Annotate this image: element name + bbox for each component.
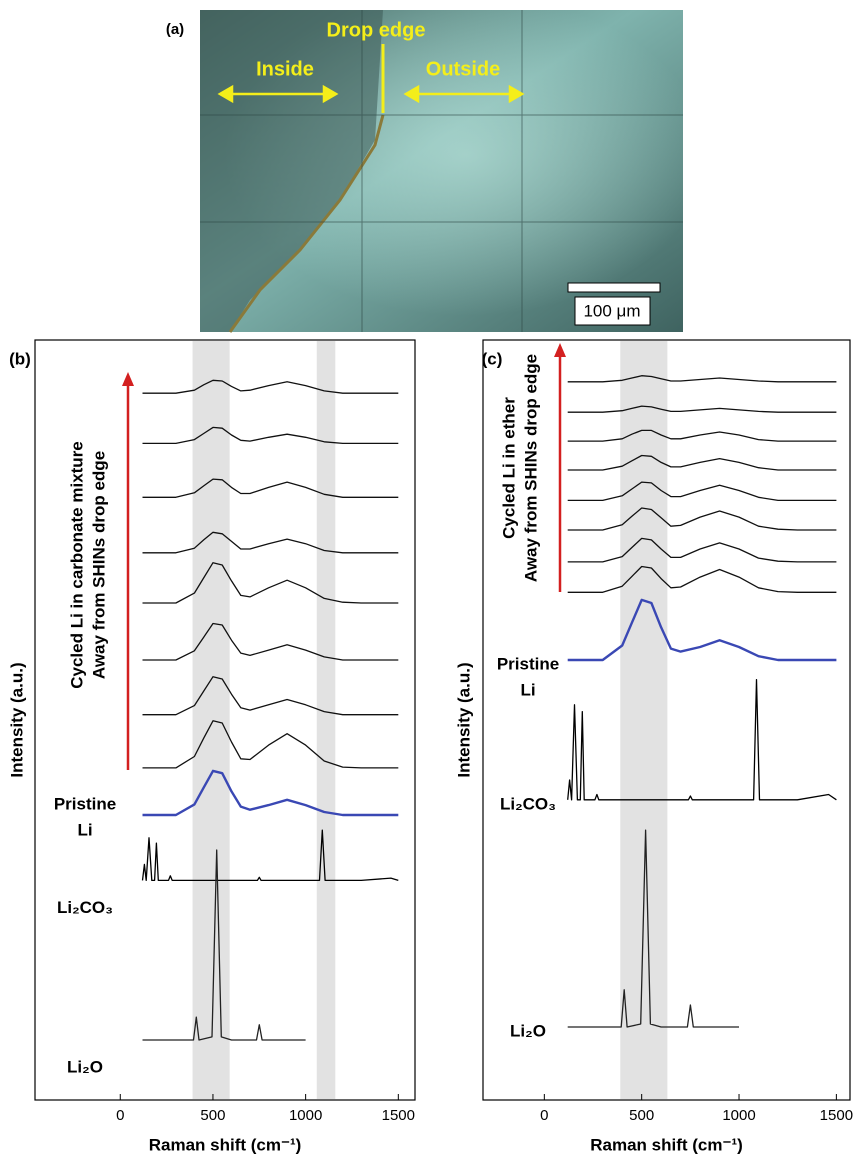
spectrum [141, 829, 399, 882]
spectrum [142, 478, 399, 498]
annotation-arrowhead [554, 343, 566, 357]
spectrum [142, 720, 399, 769]
spectrum [567, 537, 837, 563]
spectrum [567, 565, 837, 593]
spectrum [567, 679, 837, 801]
x-tick-label: 1500 [820, 1107, 853, 1124]
panel-label: (a) [166, 21, 184, 38]
series-label: Pristine [497, 654, 559, 673]
annotation: Away from SHINs drop edge [89, 451, 108, 679]
spectrum [567, 829, 739, 1028]
spectrum [142, 622, 399, 661]
y-axis-label: Intensity (a.u.) [7, 662, 26, 777]
series-label: Li [77, 820, 92, 839]
spectrum [567, 481, 837, 502]
x-tick-label: 1000 [289, 1107, 322, 1124]
highlight-band [316, 341, 336, 1099]
y-axis-label: Intensity (a.u.) [454, 662, 473, 777]
spectrum [567, 375, 837, 383]
series-label: Li₂O [510, 1022, 546, 1041]
scale-box [574, 296, 651, 326]
plot-frame [34, 339, 416, 1101]
plot-frame [482, 339, 851, 1101]
scale-bar [567, 282, 661, 293]
highlight-band [192, 341, 230, 1099]
annotation: Cycled Li in carbonate mixture [67, 441, 86, 689]
x-tick-label: 1000 [722, 1107, 755, 1124]
x-axis-label: Raman shift (cm⁻¹) [149, 1135, 302, 1154]
spectrum [142, 426, 399, 445]
x-tick-label: 500 [629, 1107, 654, 1124]
spectrum [567, 507, 837, 531]
highlight-band [620, 341, 668, 1099]
x-tick-label: 0 [116, 1107, 124, 1124]
series-label: Li₂CO₃ [57, 898, 113, 917]
spectrum [142, 562, 399, 604]
drop-edge-label: Drop edge [327, 19, 426, 41]
series-label: Li₂O [67, 1057, 103, 1076]
arrows [217, 84, 525, 104]
micrograph: Drop edge Inside Outside 100 μm [200, 10, 683, 333]
x-tick-label: 0 [540, 1107, 548, 1124]
series-label: Li [520, 680, 535, 699]
panel-label: (b) [9, 349, 31, 368]
x-tick-label: 500 [200, 1107, 225, 1124]
spectrum [142, 849, 306, 1041]
outside-label: Outside [426, 58, 500, 80]
spectrum [142, 769, 399, 817]
annotation-arrowhead [122, 372, 134, 386]
inside-label: Inside [256, 58, 314, 80]
annotation: Cycled Li in ether [499, 397, 518, 539]
inside-region [200, 10, 383, 332]
spectrum [567, 454, 837, 471]
series-label: Li₂CO₃ [500, 794, 556, 813]
spectrum [567, 405, 837, 413]
spectrum [567, 429, 837, 442]
scale-label: 100 μm [583, 301, 640, 320]
tile-seams [200, 10, 683, 332]
annotation: Away from SHINs drop edge [521, 354, 540, 582]
spectrum [567, 598, 837, 662]
x-tick-label: 1500 [382, 1107, 415, 1124]
spectrum [142, 379, 399, 394]
series-label: Pristine [54, 794, 116, 813]
spectrum [142, 531, 399, 554]
x-axis-label: Raman shift (cm⁻¹) [590, 1135, 743, 1154]
spectrum [142, 676, 399, 716]
drop-edge-line [228, 114, 385, 333]
panel-label: (c) [482, 349, 503, 368]
